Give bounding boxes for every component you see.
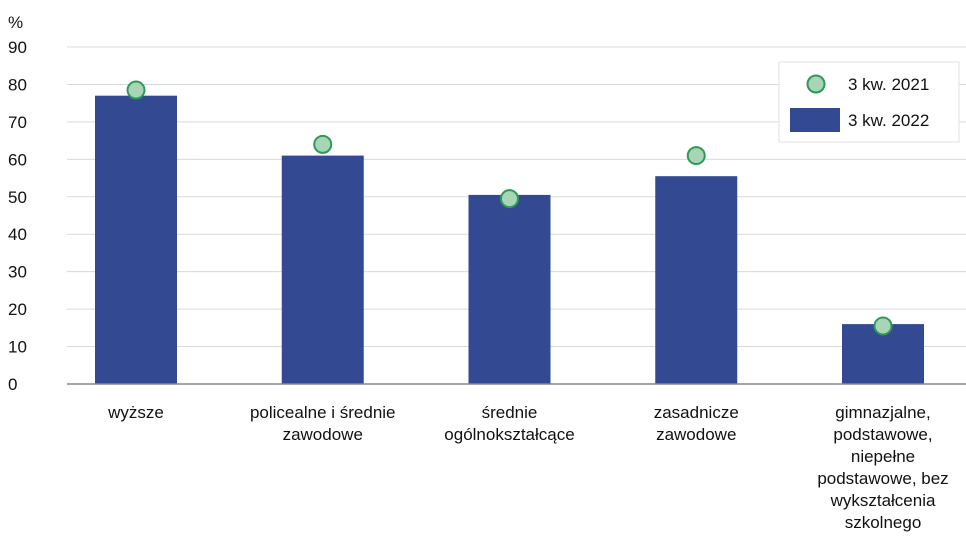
category-labels: wyższe policealne i średnie zawodowe średni… (107, 403, 949, 532)
y-tick-label: 40 (8, 225, 27, 244)
legend: 3 kw. 2021 3 kw. 2022 (778, 61, 960, 143)
category-label: zasadnicze zawodowe (654, 403, 739, 444)
y-axis-ticks: 0 10 20 30 40 50 60 70 80 90 (8, 38, 27, 394)
data-point (126, 80, 146, 100)
y-tick-label: 90 (8, 38, 27, 57)
y-tick-label: 50 (8, 188, 27, 207)
y-tick-label: 60 (8, 150, 27, 169)
bar (655, 176, 738, 384)
data-point (873, 316, 893, 336)
y-tick-label: 10 (8, 338, 27, 357)
bars-series (95, 95, 924, 384)
bar (95, 95, 177, 384)
bar (281, 155, 364, 384)
category-label: gimnazjalne, podstawowe, niepełne podstawow… (817, 403, 948, 532)
y-tick-label: 30 (8, 263, 27, 282)
data-point (686, 146, 706, 166)
y-tick-label: 0 (8, 375, 17, 394)
category-label: średnie ogólnokształcące (444, 403, 574, 444)
y-tick-label: 20 (8, 300, 27, 319)
data-point (313, 134, 333, 154)
y-tick-label: 70 (8, 113, 27, 132)
y-tick-label: 80 (8, 75, 27, 94)
legend-label: 3 kw. 2021 (848, 75, 929, 94)
bar (468, 194, 551, 384)
category-label: wyższe (107, 403, 164, 422)
legend-bar-swatch (790, 108, 840, 132)
points-series (126, 80, 893, 336)
y-axis-unit-label: % (8, 13, 23, 32)
data-point (500, 189, 519, 209)
legend-label: 3 kw. 2022 (848, 111, 929, 130)
category-label: policealne i średnie zawodowe (250, 403, 396, 444)
legend-point-swatch (806, 74, 826, 94)
